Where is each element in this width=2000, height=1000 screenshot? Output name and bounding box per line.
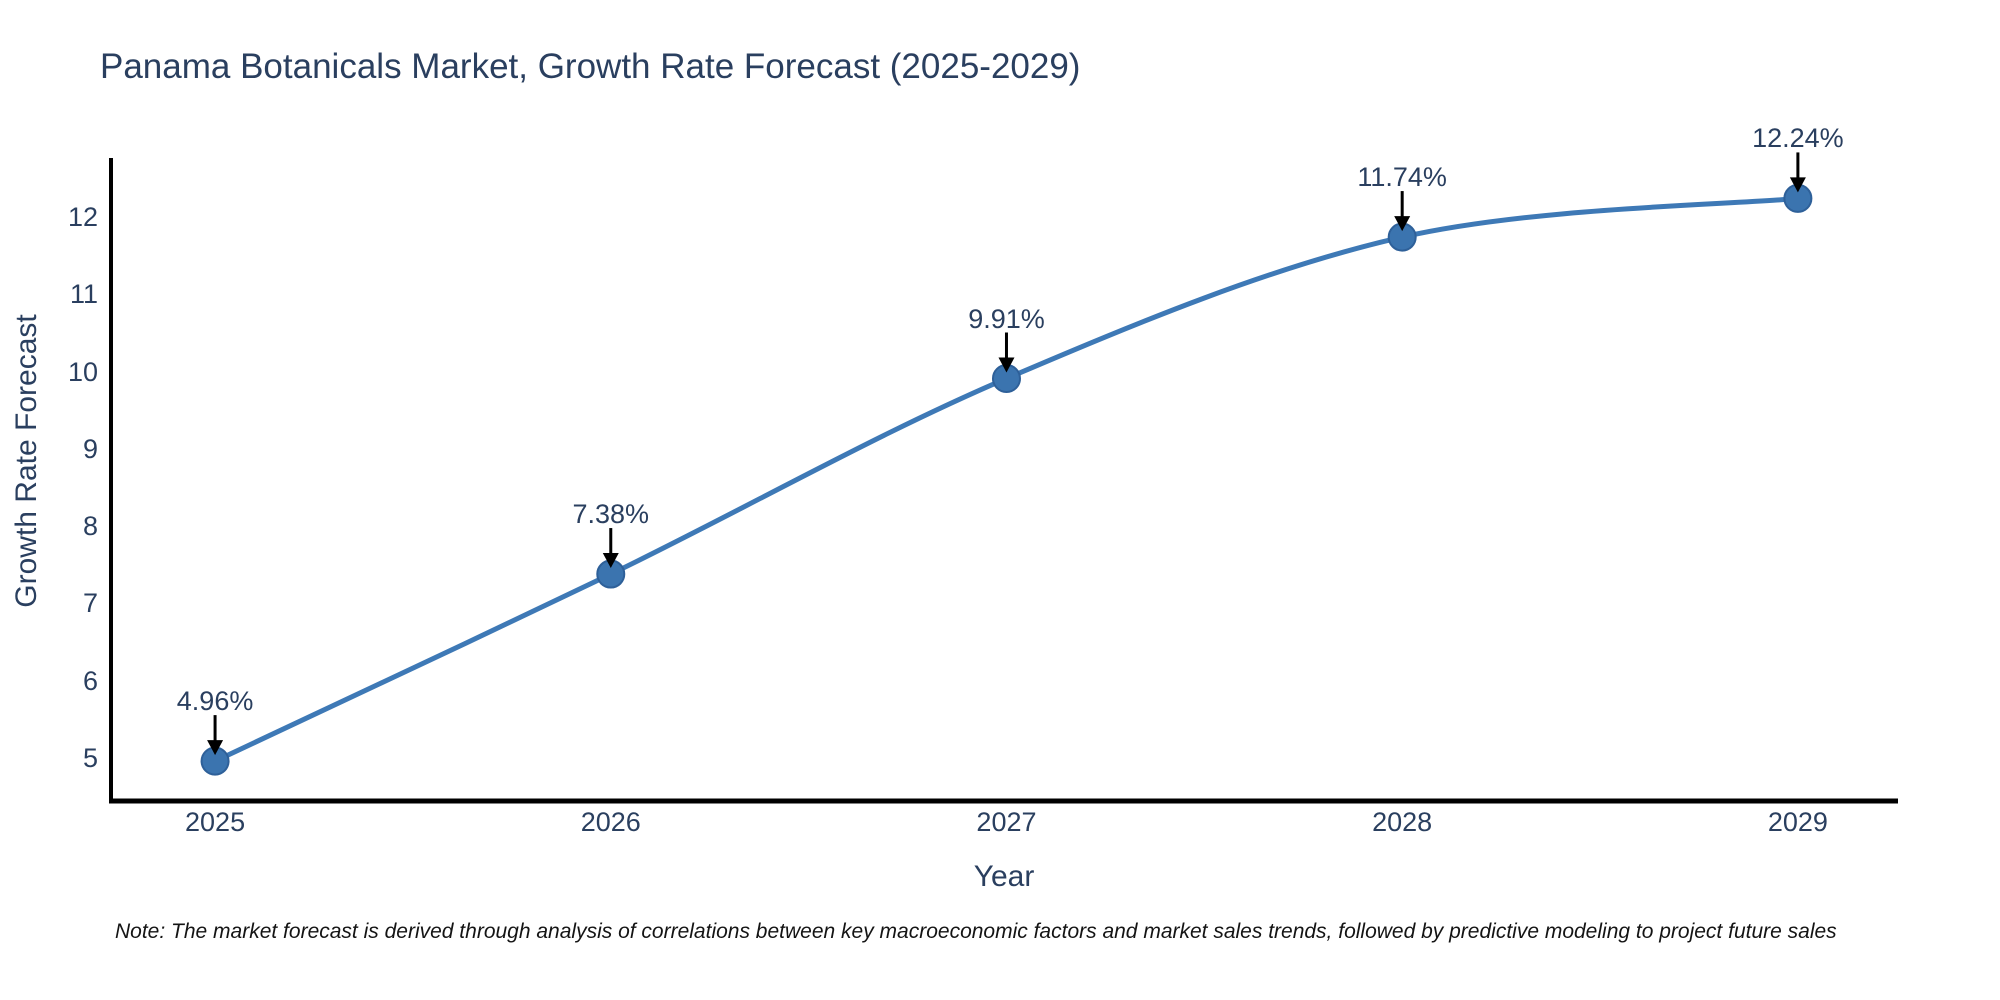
y-tick-label: 8 bbox=[82, 511, 98, 542]
annotation-arrowhead bbox=[207, 740, 224, 756]
annotation-arrowhead bbox=[602, 553, 619, 569]
y-tick-label: 6 bbox=[82, 665, 98, 696]
x-tick-label: 2028 bbox=[1372, 807, 1433, 837]
x-tick-label: 2027 bbox=[976, 807, 1037, 837]
y-tick-label: 5 bbox=[82, 743, 98, 774]
x-tick-label: 2029 bbox=[1767, 807, 1828, 837]
y-tick-label: 7 bbox=[82, 588, 98, 619]
line-series bbox=[200, 183, 1813, 776]
point-value-label: 7.38% bbox=[572, 499, 650, 530]
point-value-label: 11.74% bbox=[1357, 162, 1447, 193]
point-value-label: 12.24% bbox=[1752, 123, 1844, 154]
point-value-label: 9.91% bbox=[968, 303, 1045, 334]
annotation-arrowhead bbox=[1789, 177, 1806, 193]
annotation-arrows bbox=[207, 152, 1806, 756]
y-tick-label: 10 bbox=[67, 356, 98, 387]
annotation-arrowhead bbox=[1394, 216, 1411, 232]
point-value-label: 4.96% bbox=[176, 686, 254, 717]
x-axis-title: Year bbox=[973, 860, 1035, 893]
y-tick-label: 9 bbox=[82, 433, 98, 464]
y-tick-label: 12 bbox=[67, 201, 98, 232]
x-tick-label: 2026 bbox=[580, 807, 641, 837]
chart-title: Panama Botanicals Market, Growth Rate Fo… bbox=[100, 47, 1081, 86]
y-tick-label: 11 bbox=[69, 279, 98, 310]
annotation-arrowhead bbox=[998, 357, 1015, 373]
x-tick-label: 2025 bbox=[185, 807, 246, 837]
series-line bbox=[214, 195, 1799, 764]
footnote: Note: The market forecast is derived thr… bbox=[115, 920, 1837, 943]
